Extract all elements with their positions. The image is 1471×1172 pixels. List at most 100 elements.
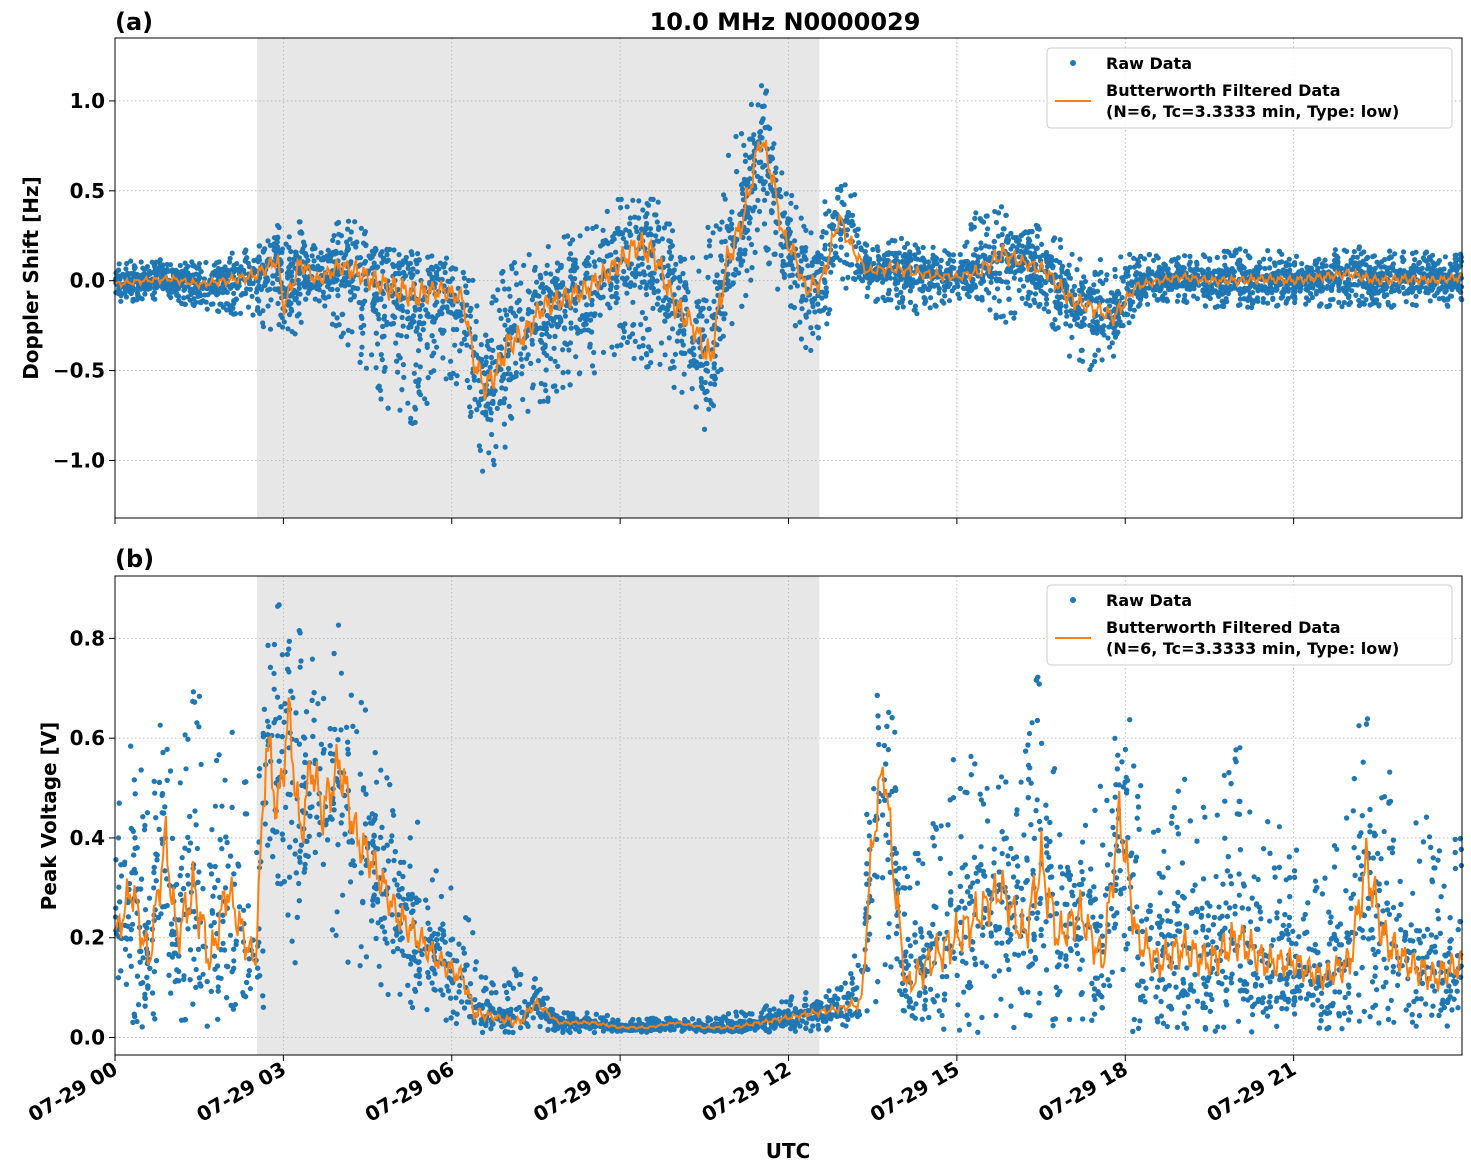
raw-point — [151, 284, 157, 291]
raw-point — [597, 312, 603, 318]
raw-point — [659, 304, 665, 311]
raw-point — [327, 250, 333, 256]
raw-point — [647, 231, 653, 237]
raw-point — [339, 278, 345, 285]
raw-point — [303, 275, 309, 281]
raw-point — [852, 228, 858, 234]
raw-point — [1442, 254, 1448, 260]
raw-point — [568, 268, 574, 274]
raw-point — [502, 444, 508, 450]
raw-point — [680, 270, 686, 277]
raw-point — [1112, 334, 1118, 340]
raw-point — [749, 136, 755, 142]
raw-point — [1162, 290, 1168, 296]
raw-point — [519, 363, 525, 369]
raw-point — [1127, 297, 1133, 303]
raw-point — [719, 239, 725, 245]
raw-point — [280, 324, 286, 330]
raw-point — [666, 335, 672, 341]
raw-point — [1292, 261, 1298, 268]
raw-point — [654, 219, 660, 225]
raw-point — [359, 306, 365, 312]
raw-point — [1019, 295, 1025, 301]
raw-point — [832, 243, 838, 249]
raw-point — [596, 257, 603, 263]
raw-point — [1131, 255, 1137, 261]
raw-point — [372, 245, 378, 252]
raw-point — [551, 345, 557, 351]
raw-point — [621, 268, 627, 275]
raw-point — [1303, 301, 1309, 307]
raw-point — [404, 309, 411, 315]
raw-point — [747, 176, 753, 182]
raw-point — [1356, 260, 1362, 266]
raw-point — [483, 359, 489, 365]
raw-point — [681, 371, 687, 377]
raw-point — [182, 260, 188, 266]
raw-point — [845, 274, 851, 280]
raw-point — [936, 290, 942, 296]
raw-point — [513, 370, 520, 376]
raw-point — [327, 255, 333, 261]
raw-point — [1317, 283, 1323, 289]
raw-point — [506, 347, 512, 353]
raw-point — [707, 381, 714, 387]
raw-point — [442, 269, 448, 276]
raw-point — [662, 352, 668, 358]
raw-point — [1145, 301, 1151, 307]
raw-point — [1381, 292, 1388, 298]
raw-point — [262, 280, 268, 286]
raw-point — [1356, 302, 1362, 309]
raw-point — [191, 296, 197, 302]
raw-point — [420, 327, 426, 333]
raw-point — [461, 336, 467, 342]
raw-point — [1034, 245, 1040, 251]
raw-point — [358, 324, 364, 331]
raw-point — [488, 354, 494, 361]
raw-point — [617, 323, 623, 329]
raw-point — [1332, 247, 1338, 253]
raw-point — [1279, 269, 1285, 275]
raw-point — [459, 318, 465, 324]
raw-point — [340, 311, 346, 317]
raw-point — [222, 264, 228, 270]
raw-point — [507, 293, 513, 299]
raw-point — [345, 245, 351, 251]
raw-point — [1165, 266, 1171, 272]
raw-point — [416, 319, 422, 325]
raw-point — [591, 349, 597, 356]
raw-point — [729, 226, 735, 232]
raw-point — [524, 356, 530, 362]
raw-point — [1250, 290, 1256, 296]
raw-point — [490, 457, 496, 463]
raw-point — [1099, 325, 1105, 331]
raw-point — [748, 101, 755, 108]
raw-point — [378, 251, 384, 257]
raw-point — [988, 274, 995, 280]
raw-point — [829, 222, 835, 228]
raw-point — [564, 302, 570, 309]
raw-point — [803, 344, 809, 351]
raw-point — [461, 329, 468, 335]
raw-point — [600, 238, 606, 244]
raw-point — [672, 275, 678, 281]
raw-point — [668, 254, 675, 260]
raw-point — [215, 308, 221, 314]
raw-point — [359, 344, 365, 350]
raw-point — [799, 245, 805, 251]
raw-point — [945, 250, 951, 256]
raw-point — [988, 279, 994, 285]
raw-point — [432, 302, 438, 308]
raw-point — [489, 400, 495, 406]
raw-point — [742, 158, 749, 164]
raw-point — [1245, 297, 1251, 303]
raw-point — [587, 344, 593, 350]
raw-point — [1066, 262, 1072, 268]
raw-point — [607, 252, 613, 258]
raw-point — [786, 231, 793, 237]
raw-point — [378, 396, 384, 402]
raw-point — [1436, 258, 1442, 264]
raw-point — [459, 341, 465, 347]
raw-point — [1440, 295, 1446, 301]
raw-point — [516, 297, 522, 303]
